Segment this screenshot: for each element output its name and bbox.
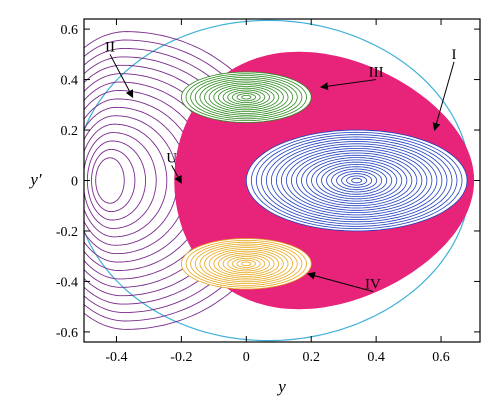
island-III-orbit <box>241 95 252 100</box>
island-III-orbit <box>218 86 275 109</box>
island-III-orbit <box>194 77 298 118</box>
x-axis-label: y <box>276 377 286 396</box>
y-tick-label: 0 <box>71 175 78 190</box>
annotation-label: III <box>369 65 384 81</box>
y-tick-label: -0.6 <box>56 326 78 341</box>
island-IV-orbit <box>218 252 275 275</box>
island-I-orbit <box>296 152 418 209</box>
island-I-orbit <box>346 175 368 186</box>
x-tick-label: 0.2 <box>302 350 320 365</box>
island-I-orbit <box>275 143 438 218</box>
region-ii-orbit <box>84 64 242 297</box>
island-III-orbit <box>190 75 303 120</box>
island-I-orbit <box>316 161 398 200</box>
x-tick-label: 0 <box>243 350 250 365</box>
island-IV-orbit <box>194 243 298 284</box>
island-I-orbit <box>250 131 463 230</box>
region-ii-orbit <box>95 157 125 204</box>
x-tick-label: 0.4 <box>367 350 385 365</box>
island-III-orbit <box>185 73 308 122</box>
island-IV-orbit <box>208 249 284 279</box>
island-III-orbit <box>213 84 280 111</box>
region-ii-orbit <box>84 39 274 322</box>
y-axis-label: y′ <box>28 170 42 189</box>
region-ii-orbit <box>84 115 178 246</box>
island-IV-orbit <box>204 247 289 281</box>
region-ii-orbit <box>84 73 232 288</box>
y-tick-label: -0.2 <box>56 225 78 240</box>
island-IV-orbit <box>222 254 270 274</box>
island-IV-orbit <box>199 245 294 283</box>
island-III-orbit <box>199 78 294 116</box>
region-ii-orbit <box>91 148 136 213</box>
island-III-orbit <box>204 80 289 114</box>
y-tick-label: 0.2 <box>61 124 79 139</box>
region-ii-orbit <box>84 106 189 255</box>
x-tick-label: -0.2 <box>170 350 192 365</box>
island-I-orbit <box>306 157 408 204</box>
island-I-orbit <box>331 168 383 193</box>
island-III-orbit <box>222 87 270 107</box>
region-ii-orbit <box>84 90 210 271</box>
island-IV-orbit <box>241 261 252 266</box>
island-III-orbit <box>180 71 312 123</box>
island-I-orbit <box>270 141 443 220</box>
annotation-arrow <box>432 61 455 131</box>
island-I-orbit <box>260 136 453 225</box>
region-ii-orbit <box>84 98 200 263</box>
x-tick-label: -0.4 <box>105 350 127 365</box>
island-IV-orbit <box>190 241 303 286</box>
annotation-label: U <box>166 150 177 166</box>
annotation-arrow <box>171 165 182 184</box>
island-I-orbit <box>321 163 393 198</box>
island-I-orbit <box>341 173 373 188</box>
plot-area <box>84 19 474 342</box>
island-I-orbit <box>245 129 468 232</box>
island-III-orbit <box>236 93 256 102</box>
annotation-label: IV <box>365 277 381 293</box>
annotation-label: I <box>452 47 457 63</box>
annotation-arrow <box>109 54 134 99</box>
island-III-orbit <box>227 89 266 105</box>
region-ii-orbit <box>84 132 157 229</box>
region-ii-orbit <box>84 56 253 305</box>
y-tick-label: 0.4 <box>61 74 79 89</box>
annotation-arrow <box>307 271 374 293</box>
island-IV-orbit <box>180 238 312 290</box>
island-I-orbit <box>311 159 403 202</box>
region-ii-orbit <box>84 123 168 238</box>
island-I-orbit <box>336 170 378 191</box>
island-I-orbit <box>255 134 458 227</box>
island-I-orbit <box>290 150 423 211</box>
island-III-orbit <box>208 82 284 112</box>
island-I-orbit <box>351 177 363 184</box>
island-I-orbit <box>326 166 388 195</box>
y-tick-label: 0.6 <box>61 23 79 38</box>
axes: -0.4 -0.2 0 0.2 0.4 0.6 0.6 0.4 0.2 0 -0.2 -0.4 -0.6 <box>56 19 480 365</box>
island-IV-orbit <box>232 258 261 270</box>
island-IV-orbit <box>227 256 266 272</box>
island-IV-orbit <box>236 259 256 268</box>
island-III-orbit <box>232 91 261 103</box>
y-tick-label: -0.4 <box>56 275 78 290</box>
island-I-orbit <box>280 145 433 216</box>
island-I-orbit <box>285 148 428 213</box>
region-ii-orbit <box>84 81 221 280</box>
island-I-orbit <box>265 138 448 223</box>
island-IV-orbit <box>185 239 308 288</box>
annotation-label: II <box>105 39 115 55</box>
outer-separatrix <box>84 19 471 342</box>
region-ii-orbit <box>84 31 285 330</box>
island-IV-orbit <box>213 250 280 277</box>
region-ii-orbit <box>84 47 264 314</box>
x-tick-label: 0.6 <box>432 350 450 365</box>
annotation-arrow <box>319 79 377 91</box>
island-I-orbit <box>301 154 413 207</box>
island-I-bg <box>246 130 467 231</box>
